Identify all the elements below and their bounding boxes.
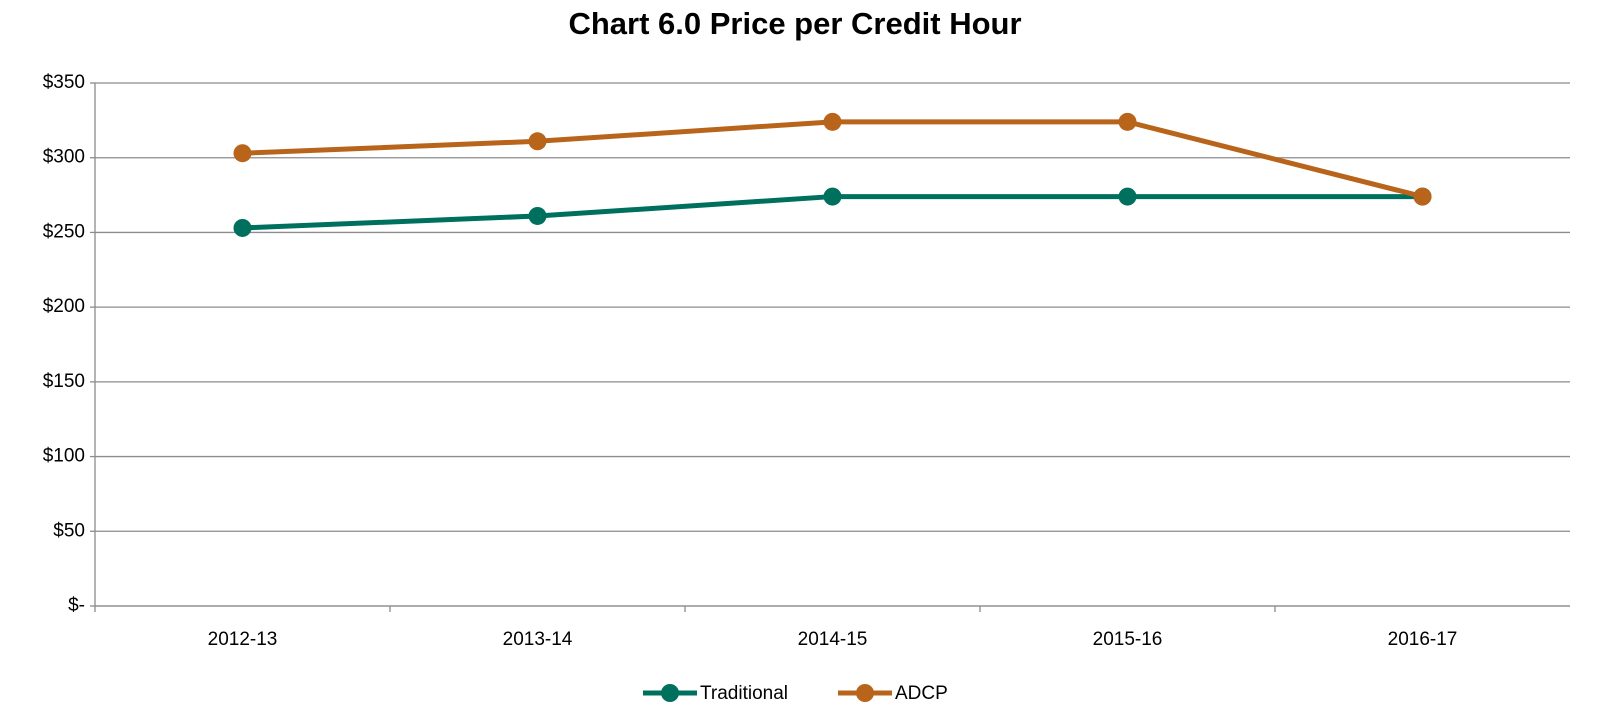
y-tick-label: $- bbox=[68, 595, 85, 616]
y-tick-label: $100 bbox=[43, 446, 85, 467]
series-marker bbox=[1118, 112, 1137, 131]
series-marker bbox=[528, 132, 547, 151]
x-tick-label: 2014-15 bbox=[798, 629, 868, 650]
x-tick-label: 2013-14 bbox=[503, 629, 573, 650]
series-marker bbox=[1413, 187, 1432, 206]
series-marker bbox=[1118, 187, 1137, 206]
legend-marker bbox=[661, 684, 679, 702]
y-tick-label: $300 bbox=[43, 147, 85, 168]
legend-marker bbox=[856, 684, 874, 702]
x-tick-label: 2012-13 bbox=[208, 629, 278, 650]
y-tick-label: $200 bbox=[43, 296, 85, 317]
y-tick-label: $50 bbox=[53, 520, 85, 541]
y-tick-label: $150 bbox=[43, 371, 85, 392]
y-tick-label: $350 bbox=[43, 72, 85, 93]
series-marker bbox=[528, 206, 547, 225]
y-tick-label: $250 bbox=[43, 221, 85, 242]
x-tick-label: 2016-17 bbox=[1388, 629, 1458, 650]
legend-label: Traditional bbox=[700, 683, 788, 704]
x-tick-label: 2015-16 bbox=[1093, 629, 1163, 650]
series-marker bbox=[823, 187, 842, 206]
series-line bbox=[242, 119, 1424, 199]
series-marker bbox=[233, 144, 252, 163]
series-marker bbox=[233, 218, 252, 237]
chart-title: Chart 6.0 Price per Credit Hour bbox=[568, 6, 1021, 41]
legend-label: ADCP bbox=[895, 683, 948, 704]
series-marker bbox=[823, 112, 842, 131]
